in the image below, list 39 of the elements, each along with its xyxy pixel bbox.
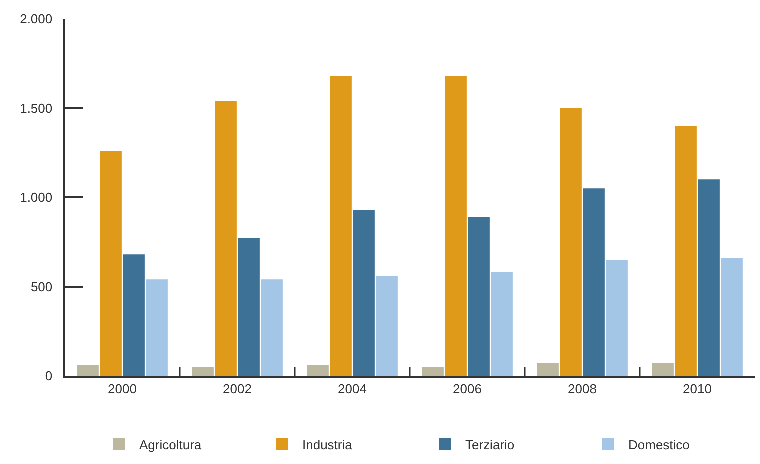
bar	[583, 188, 605, 376]
y-tick-label: 1.500	[20, 100, 53, 116]
bar	[353, 210, 375, 376]
bar	[146, 280, 168, 376]
legend-label: Domestico	[628, 438, 690, 453]
bar	[422, 367, 444, 376]
bar	[652, 364, 674, 376]
legend-label: Agricoltura	[140, 438, 202, 453]
x-tick-label: 2006	[453, 381, 482, 396]
bar	[698, 180, 720, 376]
bar	[261, 280, 283, 376]
bar	[307, 365, 329, 376]
bar	[445, 76, 467, 376]
x-tick-label: 2008	[568, 381, 597, 396]
bar	[537, 364, 559, 376]
bar	[468, 217, 490, 376]
y-tick-label: 1.000	[20, 190, 53, 206]
legend-label: Industria	[302, 438, 354, 453]
y-tick-label: 500	[30, 279, 53, 294]
bar	[721, 258, 743, 376]
x-tick-label: 2002	[223, 381, 252, 396]
bar	[675, 126, 697, 376]
bar	[560, 108, 582, 376]
x-tick-label: 2004	[338, 381, 367, 396]
bar	[238, 238, 260, 376]
y-tick-label: 0	[45, 368, 53, 384]
bar	[100, 151, 122, 376]
x-tick-label: 2010	[683, 381, 712, 396]
x-tick-label: 2000	[108, 381, 137, 396]
bar	[491, 272, 513, 376]
bar	[215, 101, 237, 376]
bar	[330, 76, 352, 376]
bar	[123, 254, 145, 376]
bar	[376, 276, 398, 376]
bar	[192, 367, 214, 376]
legend-label: Terziario	[466, 438, 515, 453]
bar	[606, 260, 628, 376]
bar	[77, 365, 99, 376]
y-tick-label: 2.000	[20, 12, 53, 27]
